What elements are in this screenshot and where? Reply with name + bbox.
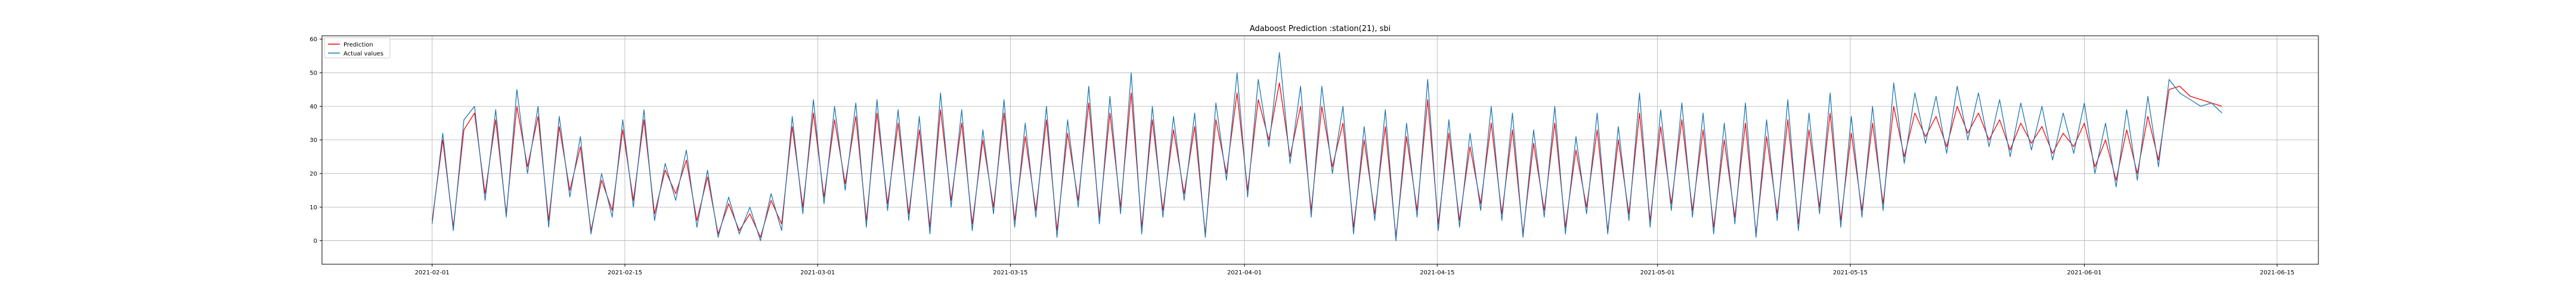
y-tick-label: 10	[309, 205, 317, 211]
legend-label-actual-values: Actual values	[343, 51, 383, 57]
y-tick-label: 60	[309, 36, 317, 43]
x-tick-label: 2021-02-01	[415, 270, 450, 276]
y-axis: 0 10 20 30 40 50 60	[309, 36, 322, 245]
x-tick-label: 2021-05-01	[1640, 270, 1675, 276]
x-tick-label: 2021-03-01	[800, 270, 835, 276]
y-tick-label: 0	[314, 238, 317, 245]
plot-frame	[321, 35, 2319, 265]
chart-title: Adaboost Prediction :station(21), sbi	[1250, 24, 1391, 33]
y-tick-label: 30	[309, 137, 317, 144]
series-line-actual-values	[432, 52, 2222, 242]
x-tick-label: 2021-06-15	[2260, 270, 2295, 276]
x-axis: 2021-02-01 2021-02-15 2021-03-01 2021-03-15…	[415, 264, 2295, 276]
y-tick-label: 50	[309, 70, 317, 76]
legend: Prediction Actual values	[324, 37, 391, 58]
x-tick-label: 2021-06-01	[2067, 270, 2101, 276]
x-tick-label: 2021-04-01	[1227, 270, 1262, 276]
y-tick-label: 40	[309, 104, 317, 110]
series-line-prediction	[432, 82, 2222, 238]
x-tick-label: 2021-03-15	[993, 270, 1027, 276]
x-tick-label: 2021-02-15	[608, 270, 642, 276]
legend-label-prediction: Prediction	[343, 42, 373, 48]
y-tick-label: 20	[309, 171, 317, 177]
legend-box	[324, 37, 391, 58]
x-tick-label: 2021-05-15	[1833, 270, 1868, 276]
series-layer	[432, 52, 2222, 242]
x-tick-label: 2021-04-15	[1420, 270, 1454, 276]
